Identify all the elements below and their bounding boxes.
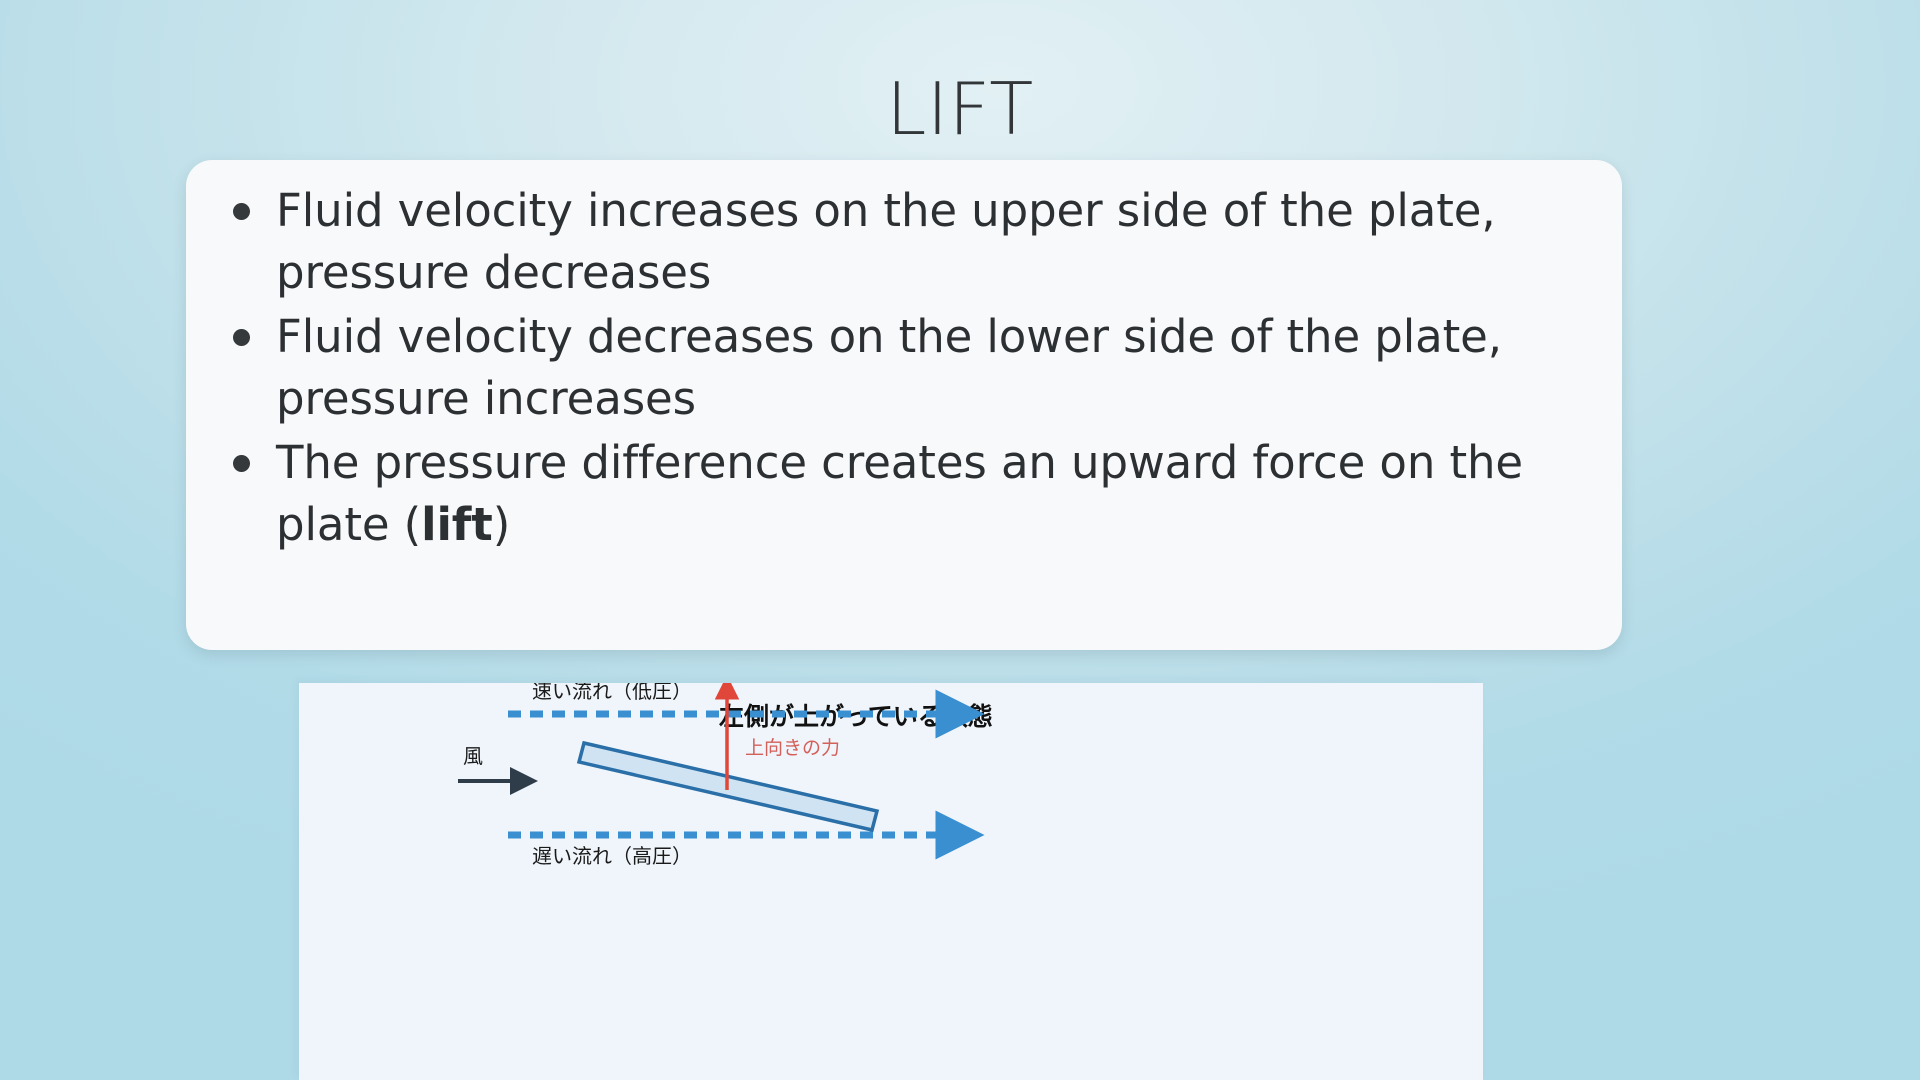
list-item: Fluid velocity increases on the upper si…: [214, 180, 1582, 304]
bullet-list: Fluid velocity increases on the upper si…: [214, 180, 1582, 557]
bullet-dot-icon: [233, 203, 250, 220]
bullet-text: Fluid velocity decreases on the lower si…: [276, 310, 1502, 426]
title-container: LIFT: [0, 22, 1920, 198]
bullet-text-prefix: The pressure difference creates an upwar…: [276, 436, 1524, 552]
lift-diagram-panel: 左側が上がっている状態 速い流れ（低圧） 遅い流れ（高圧） 風 上向きの力: [299, 683, 1483, 1080]
lift-diagram-svg: 左側が上がっている状態 速い流れ（低圧） 遅い流れ（高圧） 風 上向きの力: [458, 683, 993, 868]
lift-force-label: 上向きの力: [745, 737, 840, 759]
list-item: The pressure difference creates an upwar…: [214, 432, 1582, 556]
lower-flow-label: 遅い流れ（高圧）: [532, 844, 692, 868]
bullet-text-bold: lift: [421, 498, 493, 552]
page-title: LIFT: [886, 67, 1034, 152]
wind-label: 風: [463, 744, 483, 768]
upper-flow-label: 速い流れ（低圧）: [532, 683, 692, 703]
bullet-text-suffix: ): [492, 498, 511, 552]
bullet-dot-icon: [233, 329, 250, 347]
bullet-text: Fluid velocity increases on the upper si…: [276, 184, 1496, 300]
list-item: Fluid velocity decreases on the lower si…: [214, 306, 1582, 430]
bullet-card: Fluid velocity increases on the upper si…: [186, 160, 1622, 650]
bullet-dot-icon: [233, 455, 250, 473]
